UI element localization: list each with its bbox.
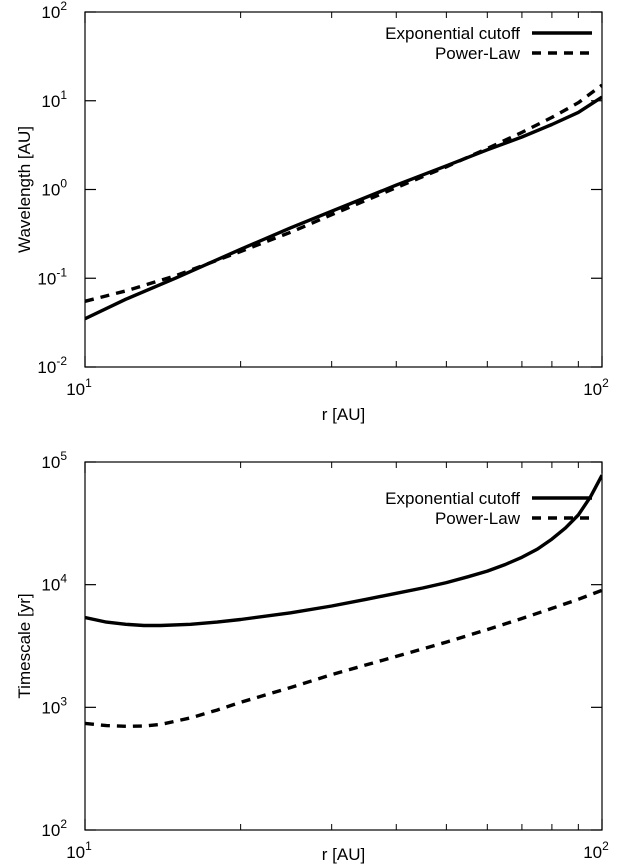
y-axis-label: Wavelength [AU]: [15, 126, 34, 253]
series-line-exponential-cutoff: [85, 475, 602, 625]
legend-label: Exponential cutoff: [385, 489, 520, 508]
x-axis-label: r [AU]: [322, 405, 365, 424]
y-tick-label: 105: [41, 449, 67, 472]
x-tick-label: 102: [583, 839, 609, 862]
y-tick-label: 102: [41, 817, 67, 840]
series-line-power-law: [85, 85, 602, 301]
series-line-power-law: [85, 590, 602, 726]
y-axis-label: Timescale [yr]: [15, 593, 34, 698]
wavelength-chart: 101 102 10-2 10-1 100 101 102 r [AU] Wavelength …: [15, 0, 609, 424]
legend-label: Power-Law: [435, 509, 521, 528]
y-tick-label: 104: [41, 572, 67, 595]
x-axis-label: r [AU]: [322, 845, 365, 864]
y-tick-label: 101: [41, 88, 67, 111]
plot-frame: [85, 462, 602, 830]
y-tick-label: 102: [41, 0, 67, 22]
x-tick-label: 101: [66, 839, 92, 862]
y-tick-label: 10-2: [37, 354, 67, 377]
y-tick-label: 100: [41, 177, 67, 200]
y-tick-label: 103: [41, 694, 67, 717]
plot-frame: [85, 12, 602, 367]
x-tick-label: 102: [583, 376, 609, 399]
y-tick-label: 10-1: [37, 265, 67, 288]
legend-label: Power-Law: [435, 44, 521, 63]
legend-label: Exponential cutoff: [385, 24, 520, 43]
x-tick-label: 101: [66, 376, 92, 399]
